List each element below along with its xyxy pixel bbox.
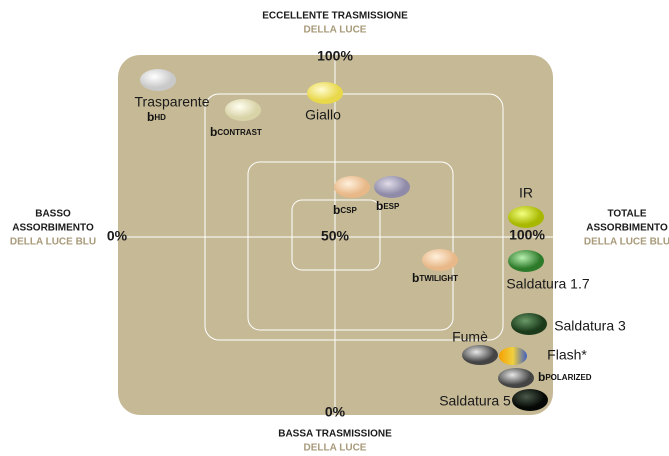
axis-value: 100% <box>317 48 353 64</box>
lens-label: Saldatura 5 <box>439 393 511 409</box>
axis-subtitle: DELLA LUCE BLU <box>10 237 96 248</box>
brand-label: bCSP <box>333 203 357 217</box>
lens <box>508 206 544 228</box>
axis-value: 100% <box>509 227 545 243</box>
lens <box>225 99 261 121</box>
axis-title: TOTALE <box>607 209 646 220</box>
lens <box>307 82 343 104</box>
axis-subtitle: DELLA LUCE <box>304 443 367 454</box>
lens-label: Giallo <box>305 107 341 123</box>
lens <box>508 250 544 272</box>
brand-label: bHD <box>147 110 166 124</box>
axis-title: ASSORBIMENTO <box>586 223 668 234</box>
axis-subtitle: DELLA LUCE <box>304 25 367 36</box>
lens <box>334 176 370 198</box>
axis-value: 0% <box>325 404 346 420</box>
lens-label: Fumè <box>452 329 488 345</box>
axis-title: ECCELLENTE TRASMISSIONE <box>262 11 408 22</box>
lens-label: Saldatura 1.7 <box>506 276 589 292</box>
lens <box>499 347 527 365</box>
brand-text: CONTRAST <box>217 128 262 137</box>
center-value: 50% <box>321 228 350 244</box>
lens <box>511 313 547 335</box>
lens <box>374 176 410 198</box>
axis-value: 0% <box>107 228 128 244</box>
lens-label: Flash* <box>547 347 587 363</box>
brand-text: HD <box>154 113 166 122</box>
lens <box>498 368 534 388</box>
lens-label: IR <box>519 185 533 201</box>
lens-label: Saldatura 3 <box>554 318 626 334</box>
lens <box>462 345 498 365</box>
zone-middle <box>247 161 454 331</box>
lens <box>512 389 548 411</box>
axis-subtitle: DELLA LUCE BLU <box>584 237 669 248</box>
zone-inner <box>291 199 381 271</box>
axis-title: BASSA TRASMISSIONE <box>278 429 392 440</box>
lens <box>422 249 458 271</box>
lens <box>140 69 176 91</box>
brand-text: POLARIZED <box>545 373 591 382</box>
brand-text: CSP <box>340 206 357 215</box>
brand-label: bCONTRAST <box>210 125 262 139</box>
axis-title: ASSORBIMENTO <box>12 223 94 234</box>
brand-text: ESP <box>383 202 400 211</box>
brand-text: TWILIGHT <box>419 274 458 283</box>
lens-label: Trasparente <box>135 94 210 110</box>
brand-label: bTWILIGHT <box>412 271 458 285</box>
brand-label: bESP <box>376 199 400 213</box>
zone-outer <box>204 93 504 341</box>
brand-label: bPOLARIZED <box>538 370 592 384</box>
axis-title: BASSO <box>35 209 71 220</box>
